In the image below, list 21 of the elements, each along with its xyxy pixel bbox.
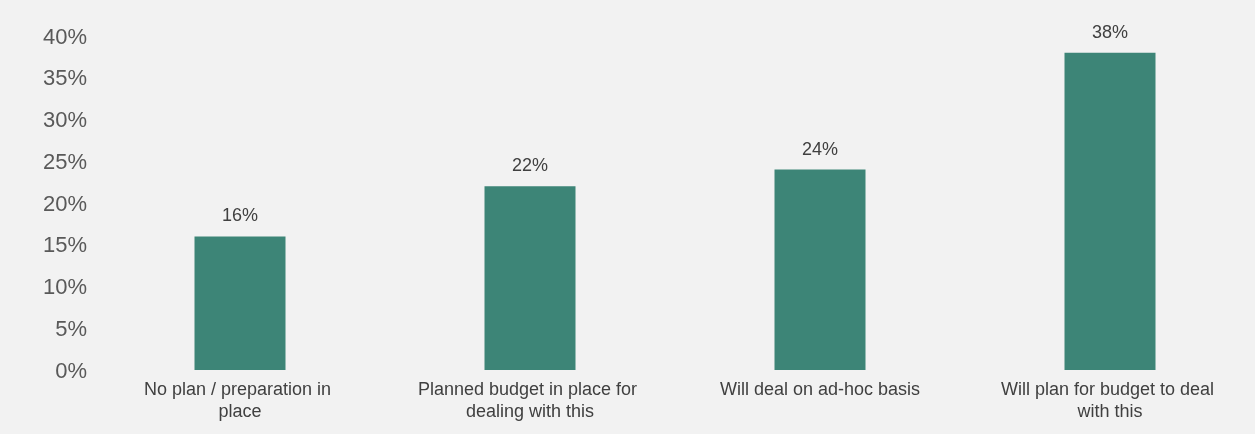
y-tick-label: 5% <box>55 315 87 341</box>
x-tick-label: Planned budget in place for dealing with this <box>417 379 643 421</box>
bar <box>1064 52 1156 370</box>
data-label: 38% <box>1091 21 1129 42</box>
y-tick-label: 40% <box>42 23 87 49</box>
data-label: 24% <box>801 138 839 159</box>
bar <box>194 236 286 370</box>
x-tick-label: No plan / preparation in place <box>143 379 337 421</box>
data-label: 16% <box>221 205 259 226</box>
y-tick-label: 0% <box>55 357 87 383</box>
x-tick-label: Will deal on ad-hoc basis <box>719 379 921 399</box>
y-tick-label: 25% <box>42 148 87 174</box>
y-tick-label: 20% <box>42 190 87 216</box>
data-label: 22% <box>511 155 549 176</box>
x-tick-label: Will plan for budget to deal with this <box>1000 379 1220 421</box>
y-tick-label: 35% <box>42 65 87 91</box>
bar <box>774 169 866 370</box>
y-tick-label: 15% <box>42 232 87 258</box>
y-tick-label: 30% <box>42 107 87 132</box>
bar <box>484 186 576 370</box>
y-tick-label: 10% <box>42 274 87 299</box>
